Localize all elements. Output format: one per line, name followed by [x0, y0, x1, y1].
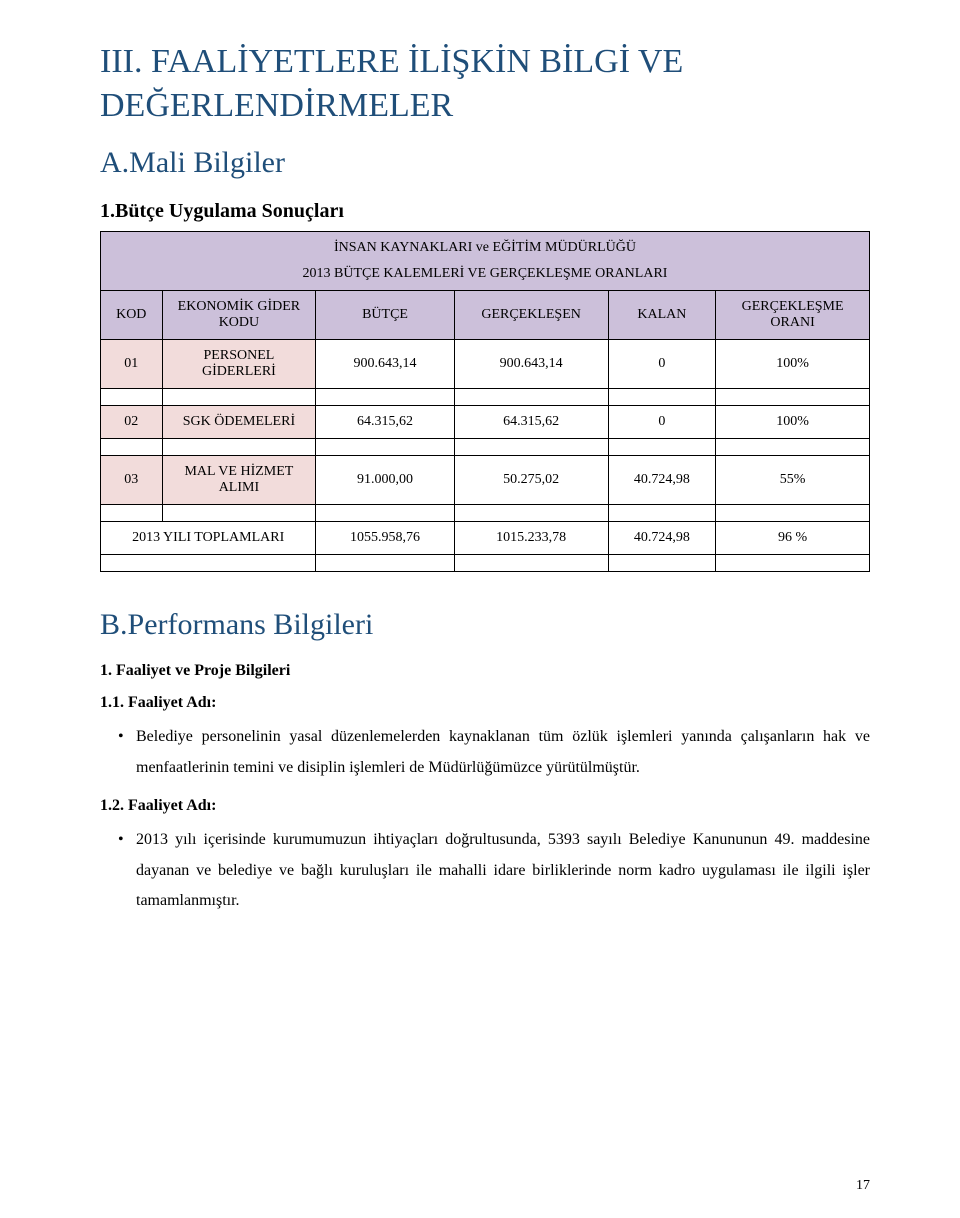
subsection-a-heading: A.Mali Bilgiler — [100, 146, 870, 180]
table-row: 03 MAL VE HİZMET ALIMI 91.000,00 50.275,… — [101, 456, 870, 505]
subsection-b-heading: B.Performans Bilgileri — [100, 608, 870, 642]
table-total-row: 2013 YILI TOPLAMLARI 1055.958,76 1015.23… — [101, 522, 870, 555]
col-gerceklesen: GERÇEKLEŞEN — [454, 291, 608, 340]
col-kod: KOD — [101, 291, 163, 340]
bullet-list-12: 2013 yılı içerisinde kurumumuzun ihtiyaç… — [118, 825, 870, 916]
col-kalan: KALAN — [608, 291, 716, 340]
bullet-list-11: Belediye personelinin yasal düzenlemeler… — [118, 722, 870, 783]
section-heading: III. FAALİYETLERE İLİŞKİN BİLGİ VE DEĞER… — [100, 40, 870, 128]
col-ekonomik: EKONOMİK GİDER KODU — [162, 291, 316, 340]
page-number: 17 — [856, 1178, 870, 1194]
table-header-row: KOD EKONOMİK GİDER KODU BÜTÇE GERÇEKLEŞE… — [101, 291, 870, 340]
budget-table: İNSAN KAYNAKLARI ve EĞİTİM MÜDÜRLÜĞÜ 201… — [100, 231, 870, 572]
sub-12-heading: 1.2. Faaliyet Adı: — [100, 797, 870, 815]
heading-line-2: DEĞERLENDİRMELER — [100, 87, 453, 124]
col-butce: BÜTÇE — [316, 291, 454, 340]
table-row: 01 PERSONEL GİDERLERİ 900.643,14 900.643… — [101, 340, 870, 389]
topic-1-heading: 1.Bütçe Uygulama Sonuçları — [100, 200, 870, 223]
heading-line-1: III. FAALİYETLERE İLİŞKİN BİLGİ VE — [100, 43, 683, 80]
list-item: 2013 yılı içerisinde kurumumuzun ihtiyaç… — [118, 825, 870, 916]
table-title-1: İNSAN KAYNAKLARI ve EĞİTİM MÜDÜRLÜĞÜ 201… — [101, 232, 870, 291]
table-row: 02 SGK ÖDEMELERİ 64.315,62 64.315,62 0 1… — [101, 406, 870, 439]
col-oran: GERÇEKLEŞME ORANI — [716, 291, 870, 340]
sub-1-heading: 1. Faaliyet ve Proje Bilgileri — [100, 662, 870, 680]
list-item: Belediye personelinin yasal düzenlemeler… — [118, 722, 870, 783]
sub-11-heading: 1.1. Faaliyet Adı: — [100, 694, 870, 712]
